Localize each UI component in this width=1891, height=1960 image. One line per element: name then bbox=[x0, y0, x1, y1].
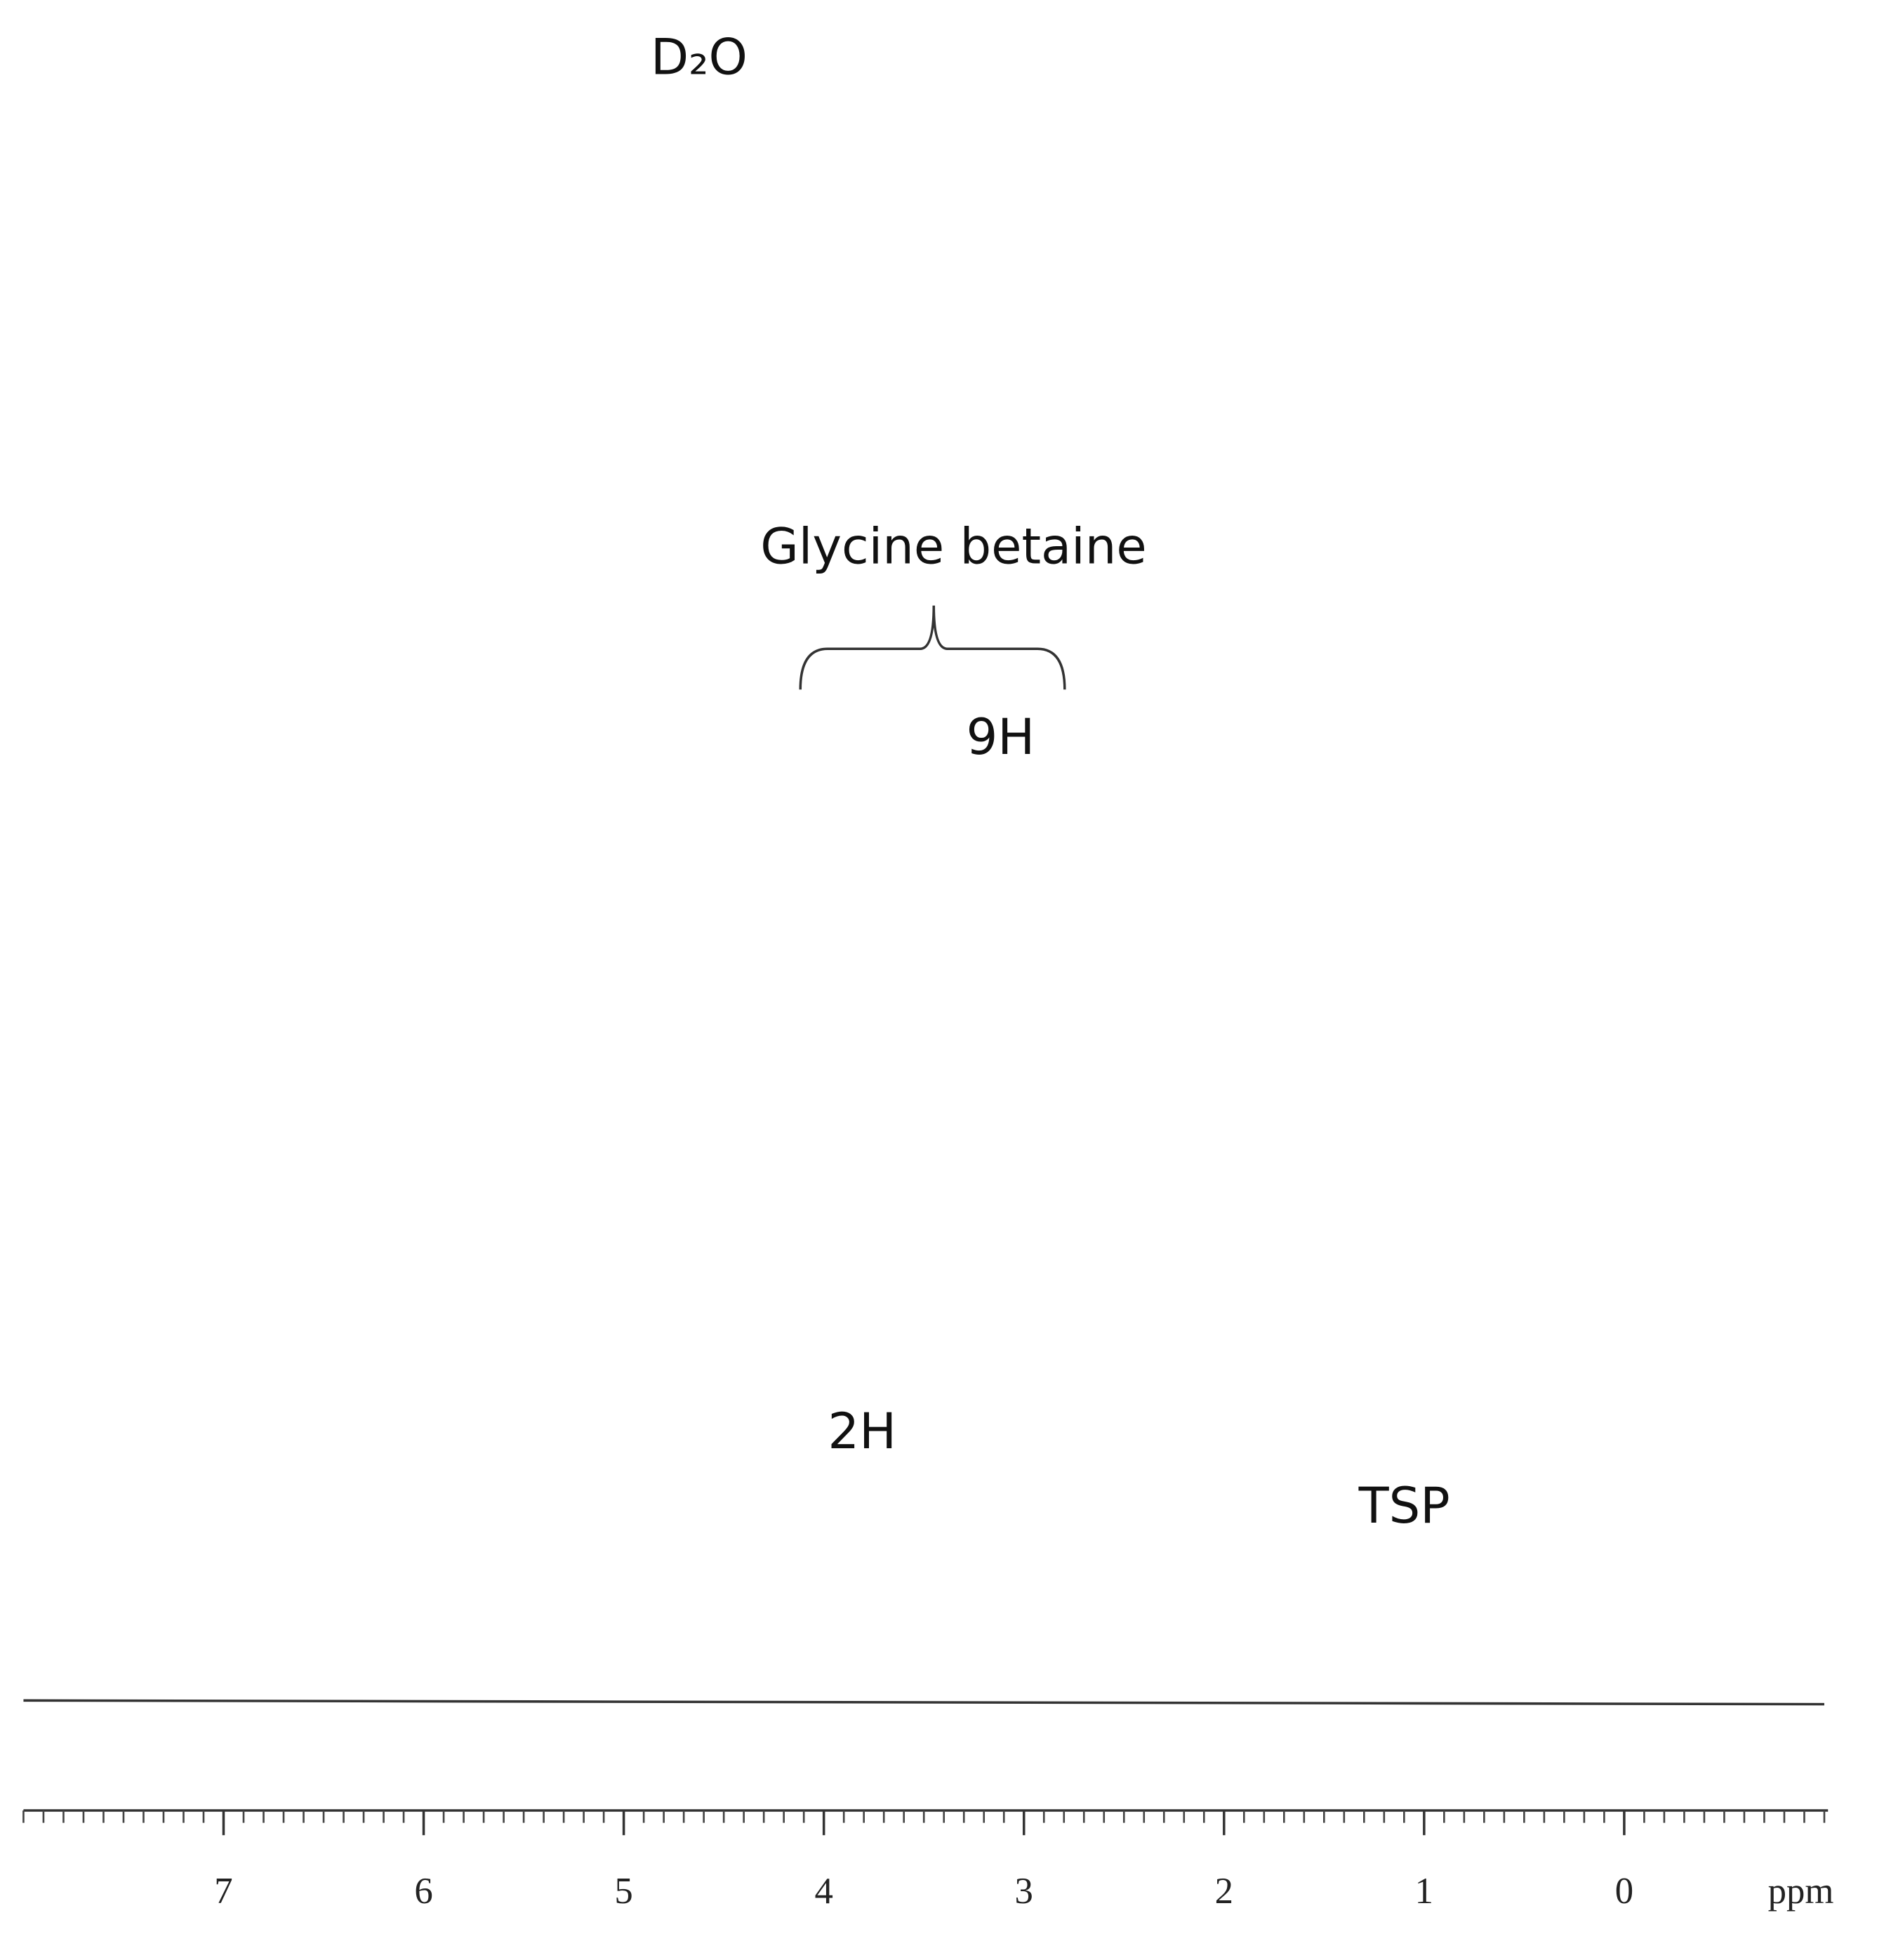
x-tick-label: 7 bbox=[214, 1871, 232, 1912]
annotation: Glycine betaine bbox=[760, 518, 1146, 576]
annotation: D₂O bbox=[651, 29, 748, 86]
x-axis-label: ppm bbox=[1768, 1871, 1834, 1912]
annotation: 2H bbox=[828, 1403, 896, 1460]
bracket bbox=[799, 605, 1066, 690]
annotation: TSP bbox=[1358, 1477, 1450, 1535]
x-tick-label: 2 bbox=[1215, 1871, 1233, 1912]
annotation: 9H bbox=[966, 708, 1035, 766]
x-tick-label: 0 bbox=[1615, 1871, 1633, 1912]
x-tick-label: 5 bbox=[614, 1871, 632, 1912]
x-tick-label: 1 bbox=[1415, 1871, 1433, 1912]
baseline bbox=[23, 1699, 1824, 1706]
x-tick-label: 4 bbox=[814, 1871, 832, 1912]
x-tick-label: 3 bbox=[1015, 1871, 1033, 1912]
x-tick-label: 6 bbox=[414, 1871, 432, 1912]
